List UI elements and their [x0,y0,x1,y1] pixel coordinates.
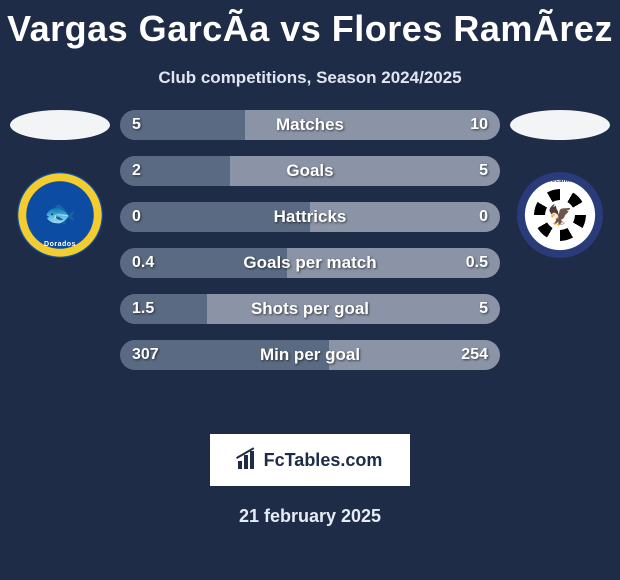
stat-row: 2 5 Goals [120,156,500,186]
bird-icon: 🦅 [548,203,573,228]
stat-value-right: 5 [479,162,488,180]
stat-row: 0 0 Hattricks [120,202,500,232]
stat-value-right: 0.5 [466,254,488,272]
fish-icon: 🐟 [44,198,76,229]
comparison-panel: 🐟 Dorados Correcaminos 🦅 5 10 Matches 2 5 Goa… [0,110,620,410]
stat-row: 307 254 Min per goal [120,340,500,370]
stat-value-right: 254 [461,346,488,364]
stat-label: Hattricks [274,207,347,227]
right-team-column: Correcaminos 🦅 [500,110,620,258]
stat-value-left: 307 [132,346,159,364]
subtitle: Club competitions, Season 2024/2025 [0,68,620,88]
club-name-left: Dorados [44,241,76,248]
stat-label: Min per goal [260,345,360,365]
branding-label: FcTables.com [264,450,383,471]
stat-value-left: 1.5 [132,300,154,318]
stat-row: 1.5 5 Shots per goal [120,294,500,324]
stat-label: Shots per goal [251,299,369,319]
player-silhouette-right [510,110,610,140]
chart-icon [238,451,260,469]
stat-label: Goals [286,161,333,181]
stat-value-left: 0 [132,208,141,226]
stat-value-right: 0 [479,208,488,226]
club-badge-left: 🐟 Dorados [17,172,103,258]
player-silhouette-left [10,110,110,140]
stat-value-left: 0.4 [132,254,154,272]
date-label: 21 february 2025 [0,506,620,527]
stat-value-right: 10 [470,116,488,134]
stat-row: 0.4 0.5 Goals per match [120,248,500,278]
stat-label: Matches [276,115,344,135]
stat-bars: 5 10 Matches 2 5 Goals 0 0 Hattricks 0.4 0.5 Goals … [120,110,500,370]
stat-value-left: 5 [132,116,141,134]
stat-bar-right [230,156,500,186]
left-team-column: 🐟 Dorados [0,110,120,258]
stat-row: 5 10 Matches [120,110,500,140]
club-badge-right: Correcaminos 🦅 [517,172,603,258]
stat-label: Goals per match [243,253,376,273]
stat-value-right: 5 [479,300,488,318]
page-title: Vargas GarcÃ­a vs Flores RamÃ­rez [0,0,620,50]
stat-value-left: 2 [132,162,141,180]
club-name-right: Correcaminos [538,178,582,184]
branding-box: FcTables.com [210,434,410,486]
